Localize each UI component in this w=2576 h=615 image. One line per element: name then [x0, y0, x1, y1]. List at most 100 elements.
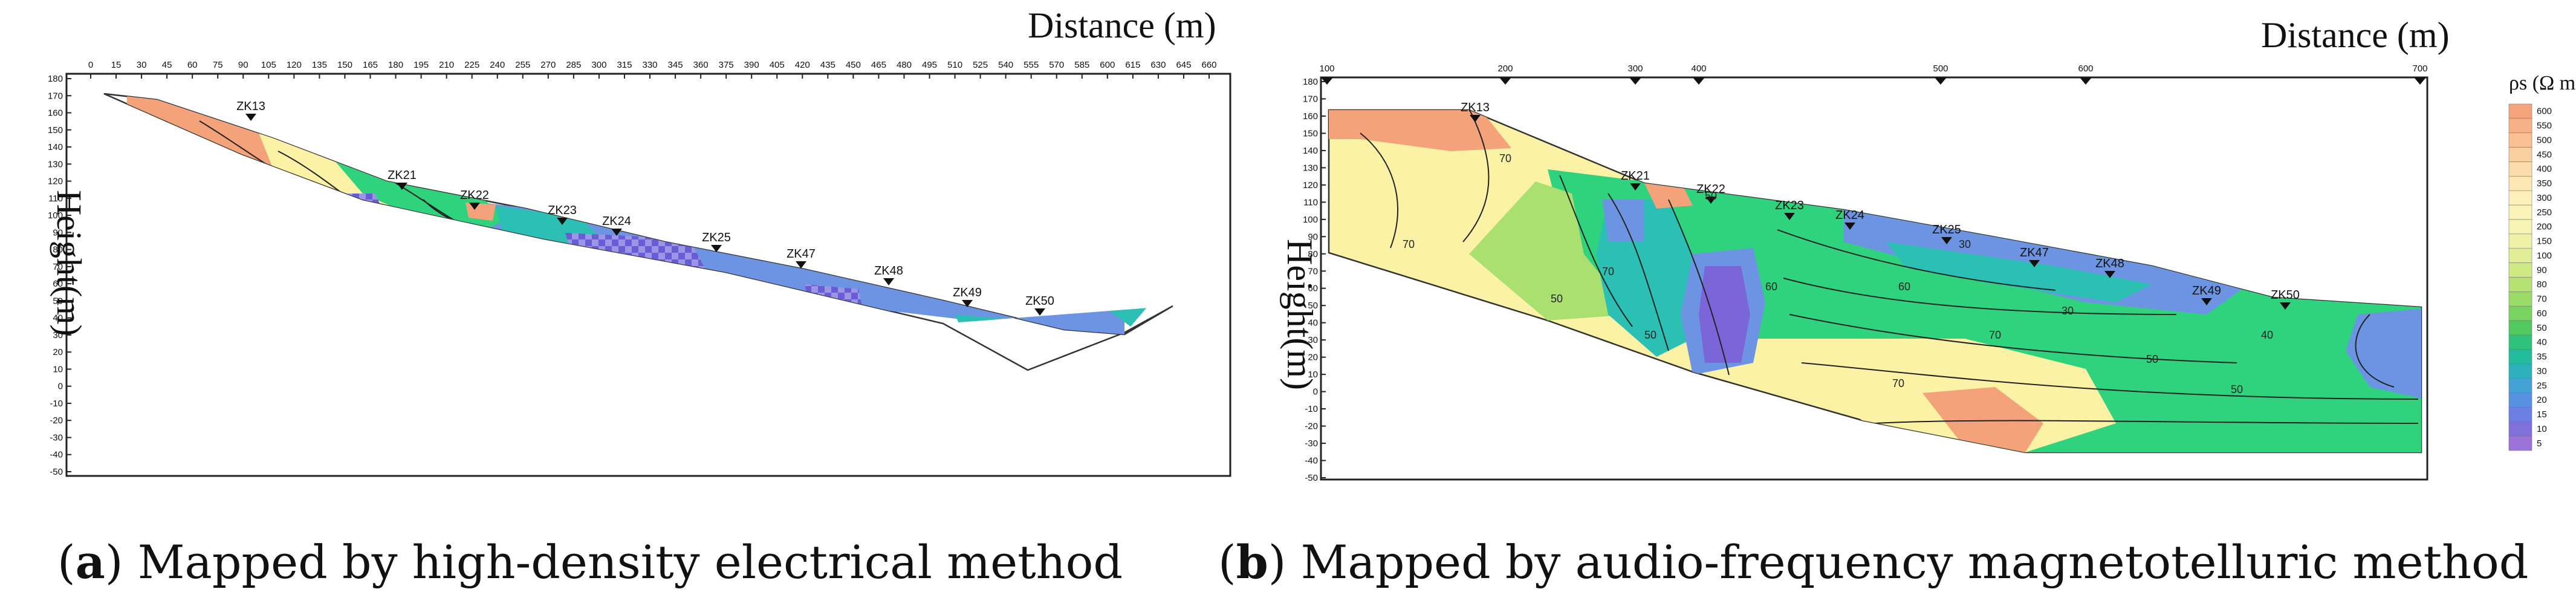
panel-a-caption-letter: a [75, 535, 105, 589]
panel-a-x-tick-label: 360 [693, 60, 709, 70]
panel-b-height-label: Height(m) [1280, 239, 1320, 390]
panel-b-borehole-label: ZK50 [2271, 288, 2300, 302]
panel-b-y-tick-label: 180 [1303, 77, 1318, 87]
panel-a-x-tick-label: 150 [337, 60, 352, 70]
panel-a-x-tick-label: 480 [897, 60, 912, 70]
panel-b-caption-letter: b [1236, 535, 1268, 589]
panel-b-legend-swatch [2508, 118, 2532, 134]
panel-a-y-tick-label: 120 [48, 177, 63, 187]
panel-a-x-tick-label: 0 [88, 60, 93, 70]
panel-b-plot-frame [1320, 76, 2428, 481]
panel-b-legend-swatch [2508, 435, 2532, 451]
panel-b-y-tick-label: 170 [1303, 94, 1318, 104]
panel-b-y-tick-label: 110 [1303, 197, 1318, 207]
panel-a-borehole-label: ZK21 [388, 169, 417, 182]
panel-b-profile: Distance (m) Height(m) 100 200 300 400 500 60… [1280, 15, 2576, 483]
panel-a-yellow-zone-2 [762, 290, 786, 308]
panel-b-borehole-marker [1941, 237, 1952, 244]
panel-b-legend-label: 350 [2537, 178, 2552, 189]
panel-b-legend-title: ρs (Ω m) [2509, 72, 2576, 94]
panel-b-borehole-label: ZK23 [1775, 199, 1804, 212]
panel-b-teal-zone-2 [1886, 242, 2152, 302]
panel-a-x-tick-label: 555 [1024, 60, 1039, 70]
panel-b-contour-label: 60 [1898, 281, 1910, 293]
panel-b-legend-label: 80 [2537, 279, 2547, 290]
panel-b-legend-swatch [2508, 204, 2532, 220]
panel-b-orange-zone-2 [1922, 387, 2043, 452]
panel-b-borehole-label: ZK21 [1621, 169, 1650, 183]
panel-b-y-tick-label: 130 [1303, 163, 1318, 173]
panel-a-x-tick-label: 240 [490, 60, 505, 70]
panel-b-y-tick-label: 100 [1303, 215, 1318, 225]
panel-b-legend-label: 550 [2537, 121, 2552, 131]
panel-b-borehole-label: ZK22 [1696, 183, 1725, 196]
panel-b-y-tick-label: 60 [1308, 284, 1318, 294]
panel-a-y-tick-label: 150 [48, 125, 63, 135]
panel-b-y-tick-label: -50 [1305, 473, 1318, 483]
panel-b-legend-swatch [2508, 392, 2532, 408]
panel-a-x-tick-label: 630 [1150, 60, 1166, 70]
panel-b-legend-label: 600 [2537, 106, 2552, 117]
panel-b-legend-label: 450 [2537, 149, 2552, 160]
panel-b-caption-text: ) Mapped by audio-frequency magnetotellu… [1268, 535, 2529, 589]
panel-b-y-tick-label: 140 [1303, 146, 1318, 156]
panel-a-x-tick-label: 525 [973, 60, 988, 70]
panel-a-x-tick-label: 225 [464, 60, 479, 70]
panel-b-legend-label: 200 [2537, 222, 2552, 232]
panel-b-y-tick-label: 30 [1308, 335, 1318, 345]
panel-b-borehole-label: ZK24 [1835, 209, 1864, 222]
panel-b-contour-label: 70 [1602, 265, 1614, 278]
panel-b-legend-label: 25 [2537, 380, 2547, 391]
panel-a-x-tick-label: 30 [137, 60, 147, 70]
panel-a-x-tick-label: 45 [162, 60, 172, 70]
panel-b-legend-swatch [2508, 320, 2532, 336]
panel-b-legend-label: 100 [2537, 250, 2552, 261]
panel-b-legend-label: 5 [2537, 438, 2542, 449]
panel-b-legend-swatch [2508, 334, 2532, 350]
panel-b-borehole-marker [2029, 260, 2040, 267]
panel-a-y-tick-label: 90 [53, 227, 63, 238]
panel-b-legend-swatch [2508, 190, 2532, 206]
panel-b-legend-label: 300 [2537, 193, 2552, 203]
panel-a-y-tick-label: 170 [48, 91, 63, 101]
panel-a-borehole-marker [557, 218, 568, 225]
panel-b-contour-label: 70 [1499, 152, 1511, 164]
panel-a-y-tick-label: 80 [53, 245, 63, 255]
panel-b-x-tick-marker [1693, 77, 1705, 85]
panel-b-legend-swatch [2508, 233, 2532, 249]
panel-a-borehole-marker [711, 245, 722, 252]
panel-b-legend-label: 20 [2537, 395, 2547, 405]
panel-a-borehole-label: ZK49 [953, 286, 982, 299]
panel-b-borehole-marker [1630, 183, 1641, 190]
panel-a-borehole-marker [397, 183, 407, 190]
panel-b-legend-swatch [2508, 378, 2532, 393]
panel-a-checker-zone-2 [565, 233, 713, 302]
panel-a-y-tick-label: 0 [58, 382, 63, 392]
panel-b-legend-label: 30 [2537, 366, 2547, 376]
panel-b-y-tick-label: 70 [1308, 266, 1318, 276]
panel-a-borehole-marker [611, 229, 622, 236]
panel-a-borehole-marker [796, 261, 806, 268]
panel-a-caption: (a) Mapped by high-density electrical me… [57, 535, 1123, 589]
panel-b-y-ticks: 1801701601501401301201101009080706050403… [1303, 77, 1326, 483]
panel-b-y-tick-label: 40 [1308, 318, 1318, 328]
panel-b-legend-label: 15 [2537, 409, 2547, 420]
panel-b-legend-label: 60 [2537, 308, 2547, 319]
panel-a-x-tick-label: 255 [515, 60, 530, 70]
panel-a-y-tick-label: -50 [50, 467, 63, 477]
panel-a-x-tick-label: 195 [414, 60, 429, 70]
panel-b-borehole-marker [1784, 213, 1795, 220]
panel-a-x-tick-label: 90 [238, 60, 248, 70]
panel-a-distance-label: Distance (m) [1028, 5, 1216, 45]
panel-b-legend-label: 150 [2537, 236, 2552, 247]
panel-b-legend-label: 500 [2537, 135, 2552, 145]
panel-a-borehole-label: ZK24 [602, 215, 631, 228]
panel-b-x-tick-marker [1321, 77, 1333, 85]
panel-a-section-outline [103, 93, 1173, 371]
panel-a-checker-zone-3 [804, 284, 865, 321]
panel-a-borehole-marker [245, 114, 256, 121]
panel-a-x-ticks: 0 15 30 45 60 75 90 105 120 135 150 165 180 195 210 225… [88, 60, 1217, 79]
panel-b-legend-swatch [2508, 248, 2532, 263]
panel-b-contour-label: 50 [1644, 329, 1656, 341]
panel-a-x-tick-label: 585 [1074, 60, 1089, 70]
